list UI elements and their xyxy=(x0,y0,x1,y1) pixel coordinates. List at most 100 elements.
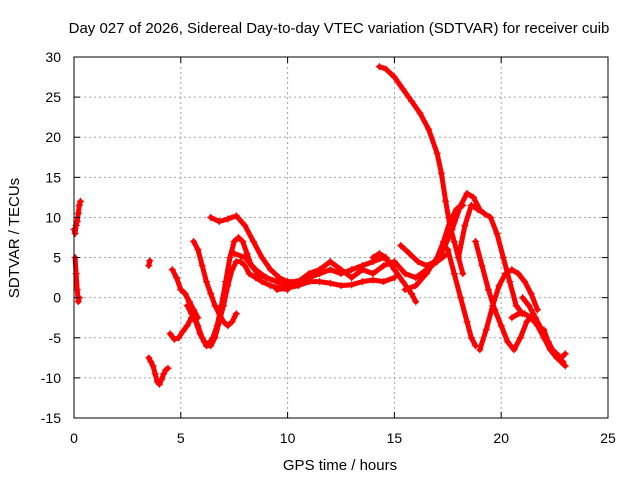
data-point xyxy=(375,250,383,258)
data-point xyxy=(224,215,232,223)
data-point xyxy=(187,310,195,318)
data-point xyxy=(472,342,480,350)
series-trace xyxy=(376,64,466,277)
data-point xyxy=(525,302,533,310)
data-point xyxy=(294,278,302,286)
data-point xyxy=(258,254,266,262)
data-point xyxy=(463,189,471,197)
data-point xyxy=(228,318,236,326)
data-point xyxy=(258,278,266,286)
data-point xyxy=(245,270,253,278)
data-points-layer xyxy=(70,63,569,388)
data-point xyxy=(207,290,215,298)
data-point xyxy=(407,97,415,105)
data-point xyxy=(215,217,223,225)
data-point xyxy=(175,334,183,342)
data-point xyxy=(531,314,539,322)
data-point xyxy=(493,229,501,237)
data-point xyxy=(548,346,556,354)
data-point xyxy=(190,238,198,246)
data-point xyxy=(459,270,467,278)
data-point xyxy=(262,274,270,282)
data-point xyxy=(232,212,240,220)
data-point xyxy=(482,326,490,334)
data-point xyxy=(164,364,172,372)
data-point xyxy=(425,125,433,133)
data-point xyxy=(467,334,475,342)
data-point xyxy=(267,266,275,274)
data-point xyxy=(380,278,388,286)
data-point xyxy=(444,246,452,254)
x-tick-label: 5 xyxy=(177,430,185,446)
data-point xyxy=(512,302,520,310)
series-arc-4 xyxy=(145,354,172,388)
data-point xyxy=(412,274,420,282)
ticks-layer: 0 5 10 15 20 25 -15 -10 -5 0 5 10 15 20 25 30 xyxy=(41,49,616,446)
y-axis-label: SDTVAR / TECUs xyxy=(6,178,23,298)
data-point xyxy=(284,284,292,292)
data-point xyxy=(155,380,163,388)
data-point xyxy=(497,322,505,330)
data-point xyxy=(463,318,471,326)
data-point xyxy=(337,282,345,290)
data-point xyxy=(213,322,221,330)
data-point xyxy=(521,278,529,286)
data-point xyxy=(469,193,477,201)
data-point xyxy=(514,270,522,278)
data-point xyxy=(472,238,480,246)
data-point xyxy=(506,278,514,286)
y-tick-label: 20 xyxy=(45,129,61,145)
data-point xyxy=(527,290,535,298)
data-point xyxy=(158,375,166,383)
data-point xyxy=(390,266,398,274)
data-point xyxy=(305,278,313,286)
data-point xyxy=(183,302,191,310)
data-point xyxy=(484,286,492,294)
x-tick-label: 0 xyxy=(70,430,78,446)
y-tick-label: 10 xyxy=(45,209,61,225)
data-point xyxy=(147,358,155,366)
data-point xyxy=(226,254,234,262)
data-point xyxy=(348,281,356,289)
data-point xyxy=(326,266,334,274)
data-point xyxy=(75,201,83,209)
data-point xyxy=(380,262,388,270)
series-arc-19 xyxy=(454,201,527,318)
data-point xyxy=(348,274,356,282)
series-trace xyxy=(231,251,397,289)
data-point xyxy=(553,350,561,358)
data-point xyxy=(232,310,240,318)
data-point xyxy=(369,276,377,284)
data-point xyxy=(540,326,548,334)
data-point xyxy=(467,201,475,209)
data-point xyxy=(168,266,176,274)
data-point xyxy=(241,262,249,270)
data-point xyxy=(183,322,191,330)
data-point xyxy=(237,258,245,266)
data-point xyxy=(273,278,281,286)
series-arc-12 xyxy=(273,274,398,294)
data-point xyxy=(501,270,509,278)
data-point xyxy=(76,197,84,205)
data-point xyxy=(209,334,217,342)
data-point xyxy=(399,85,407,93)
data-point xyxy=(508,266,516,274)
data-point xyxy=(326,258,334,266)
data-point xyxy=(234,234,242,241)
data-point xyxy=(230,250,238,258)
data-point xyxy=(401,286,409,294)
x-tick-label: 10 xyxy=(280,430,296,446)
series-trace xyxy=(146,355,171,387)
series-arc-9 xyxy=(190,238,240,330)
data-point xyxy=(476,346,484,354)
data-point xyxy=(222,278,230,286)
data-point xyxy=(474,205,482,213)
data-point xyxy=(457,294,465,302)
data-point xyxy=(369,270,377,278)
data-point xyxy=(200,338,208,346)
data-point xyxy=(382,254,390,262)
data-point xyxy=(412,298,420,306)
data-point xyxy=(407,290,415,298)
y-tick-label: 15 xyxy=(45,169,61,185)
data-point xyxy=(561,362,569,370)
